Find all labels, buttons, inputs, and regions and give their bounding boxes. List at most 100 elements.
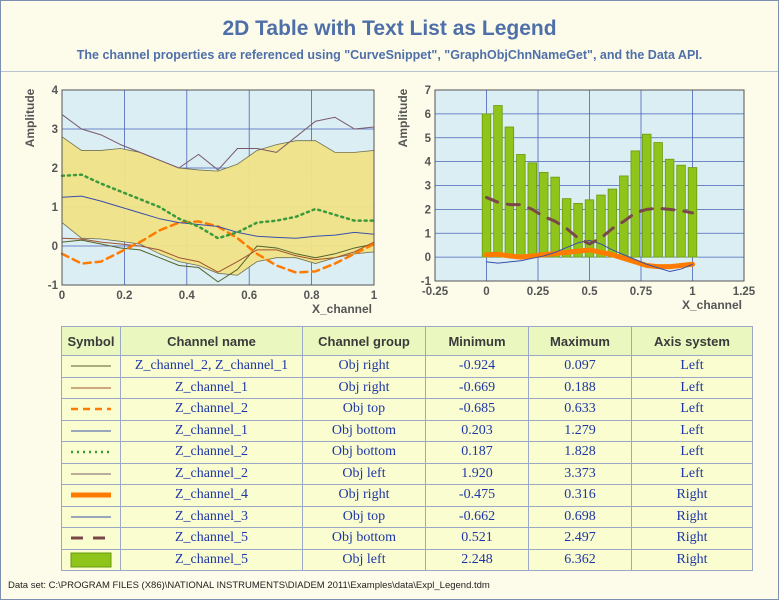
table-row: Z_channel_2 Obj left 1.920 3.373 Left [61,462,753,485]
right-chart: -0.25 0 0.25 0.5 0.75 1 1.25 -1 0 1 2 3 4 5 6 7 X_channe… [396,85,756,312]
series-line [60,173,376,240]
maximum-cell: 6.362 [528,548,632,571]
channel-group-cell: Obj left [302,548,426,571]
y-tick-label: 3 [425,181,431,193]
y-tick-label: 2 [425,204,431,216]
bar [607,188,618,258]
series-line [61,239,375,283]
y-tick-label: 1 [425,228,432,240]
bar-swatch [70,552,112,568]
channel-group-cell: Obj bottom [302,527,426,550]
axis-system-cell: Left [631,462,753,485]
x-tick-label: 0 [483,286,489,298]
axis-system-cell: Right [631,505,753,528]
minimum-cell: 1.920 [425,462,529,485]
channel-name-cell: Z_channel_1 [120,419,303,442]
symbol-cell [61,484,121,507]
legend-symbol-icon [71,408,111,411]
symbol-cell [61,505,121,528]
channel-group-cell: Obj right [302,484,426,507]
minimum-cell: 0.203 [425,419,529,442]
channel-group-cell: Obj right [302,355,426,378]
axis-system-cell: Left [631,376,753,399]
legend-symbol-icon [71,451,111,454]
y-tick-label: -1 [421,276,432,288]
x-tick-label: 0.8 [304,290,321,302]
bar [619,175,629,258]
symbol-cell [61,441,121,464]
symbol-cell [61,462,121,485]
channel-name-cell: Z_channel_5 [120,548,303,571]
axis-system-cell: Left [631,441,753,464]
table-row: Z_channel_4 Obj right -0.475 0.316 Right [61,484,753,507]
table-row: Z_channel_2 Obj bottom 0.187 1.828 Left [61,441,753,464]
legend-symbol-icon [71,492,111,498]
table-row: Z_channel_5 Obj bottom 0.521 2.497 Right [61,527,753,550]
channel-name-cell: Z_channel_2 [120,462,303,485]
legend-symbol-icon [71,430,111,432]
minimum-cell: 0.521 [425,527,529,550]
channel-group-cell: Obj left [302,462,426,485]
channel-name-cell: Z_channel_4 [120,484,303,507]
y-tick-label: 4 [425,157,432,169]
maximum-cell: 3.373 [528,462,632,485]
x-tick-label: -0.25 [422,286,449,298]
minimum-cell: -0.475 [425,484,529,507]
y-axis-label: Amplitude [23,88,37,147]
header-maximum: Maximum [528,326,632,356]
channel-group-cell: Obj top [302,398,426,421]
maximum-cell: 0.698 [528,505,632,528]
x-tick-label: 1 [689,286,696,298]
legend-symbol-icon [70,552,112,568]
bar [630,150,640,258]
y-tick-label: 6 [425,109,431,121]
maximum-cell: 0.188 [528,376,632,399]
bar [504,126,515,258]
table-header-row: Symbol Channel name Channel group Minimu… [61,326,753,356]
table-row: Z_channel_2, Z_channel_1 Obj right -0.924 0… [61,355,753,378]
channel-group-cell: Obj right [302,376,426,399]
table-row: Z_channel_1 Obj bottom 0.203 1.279 Left [61,419,753,442]
symbol-cell [61,355,121,378]
maximum-cell: 1.828 [528,441,632,464]
table-row: Z_channel_3 Obj top -0.662 0.698 Right [61,505,753,528]
bar [550,176,560,258]
bar [493,105,503,258]
legend-symbol-icon [71,536,111,540]
channel-name-cell: Z_channel_3 [120,505,303,528]
minimum-cell: -0.669 [425,376,529,399]
bar [573,203,583,258]
maximum-cell: 0.097 [528,355,632,378]
axis-system-cell: Left [631,398,753,421]
series-line [61,114,375,171]
x-tick-label: 0.25 [527,286,550,298]
page-title: 2D Table with Text List as Legend [222,17,557,40]
bar [596,194,606,258]
minimum-cell: -0.924 [425,355,529,378]
y-tick-label: 0 [425,252,431,264]
bar [642,133,652,258]
axis-system-cell: Right [631,527,753,550]
symbol-cell [61,527,121,550]
series-line [486,239,693,272]
y-tick-label: 1 [52,202,59,214]
y-tick-label: 4 [52,85,59,97]
legend-symbol-icon [71,473,111,475]
minimum-cell: -0.685 [425,398,529,421]
channel-group-cell: Obj top [302,505,426,528]
y-tick-label: -1 [48,280,59,292]
legend-symbol-icon [71,516,111,518]
axis-system-cell: Left [631,419,753,442]
symbol-cell [61,419,121,442]
table-row: Z_channel_5 Obj left 2.248 6.362 Right [61,548,753,571]
header-symbol: Symbol [61,326,121,356]
channel-group-cell: Obj bottom [302,419,426,442]
axis-system-cell: Right [631,484,753,507]
header-channel-name: Channel name [120,326,303,356]
x-tick-label: 0.2 [116,290,132,302]
series-line [61,195,375,239]
plot-frame [61,89,375,286]
title-divider [1,71,778,72]
header-channel-group: Channel group [302,326,426,356]
plot-frame [434,89,745,282]
